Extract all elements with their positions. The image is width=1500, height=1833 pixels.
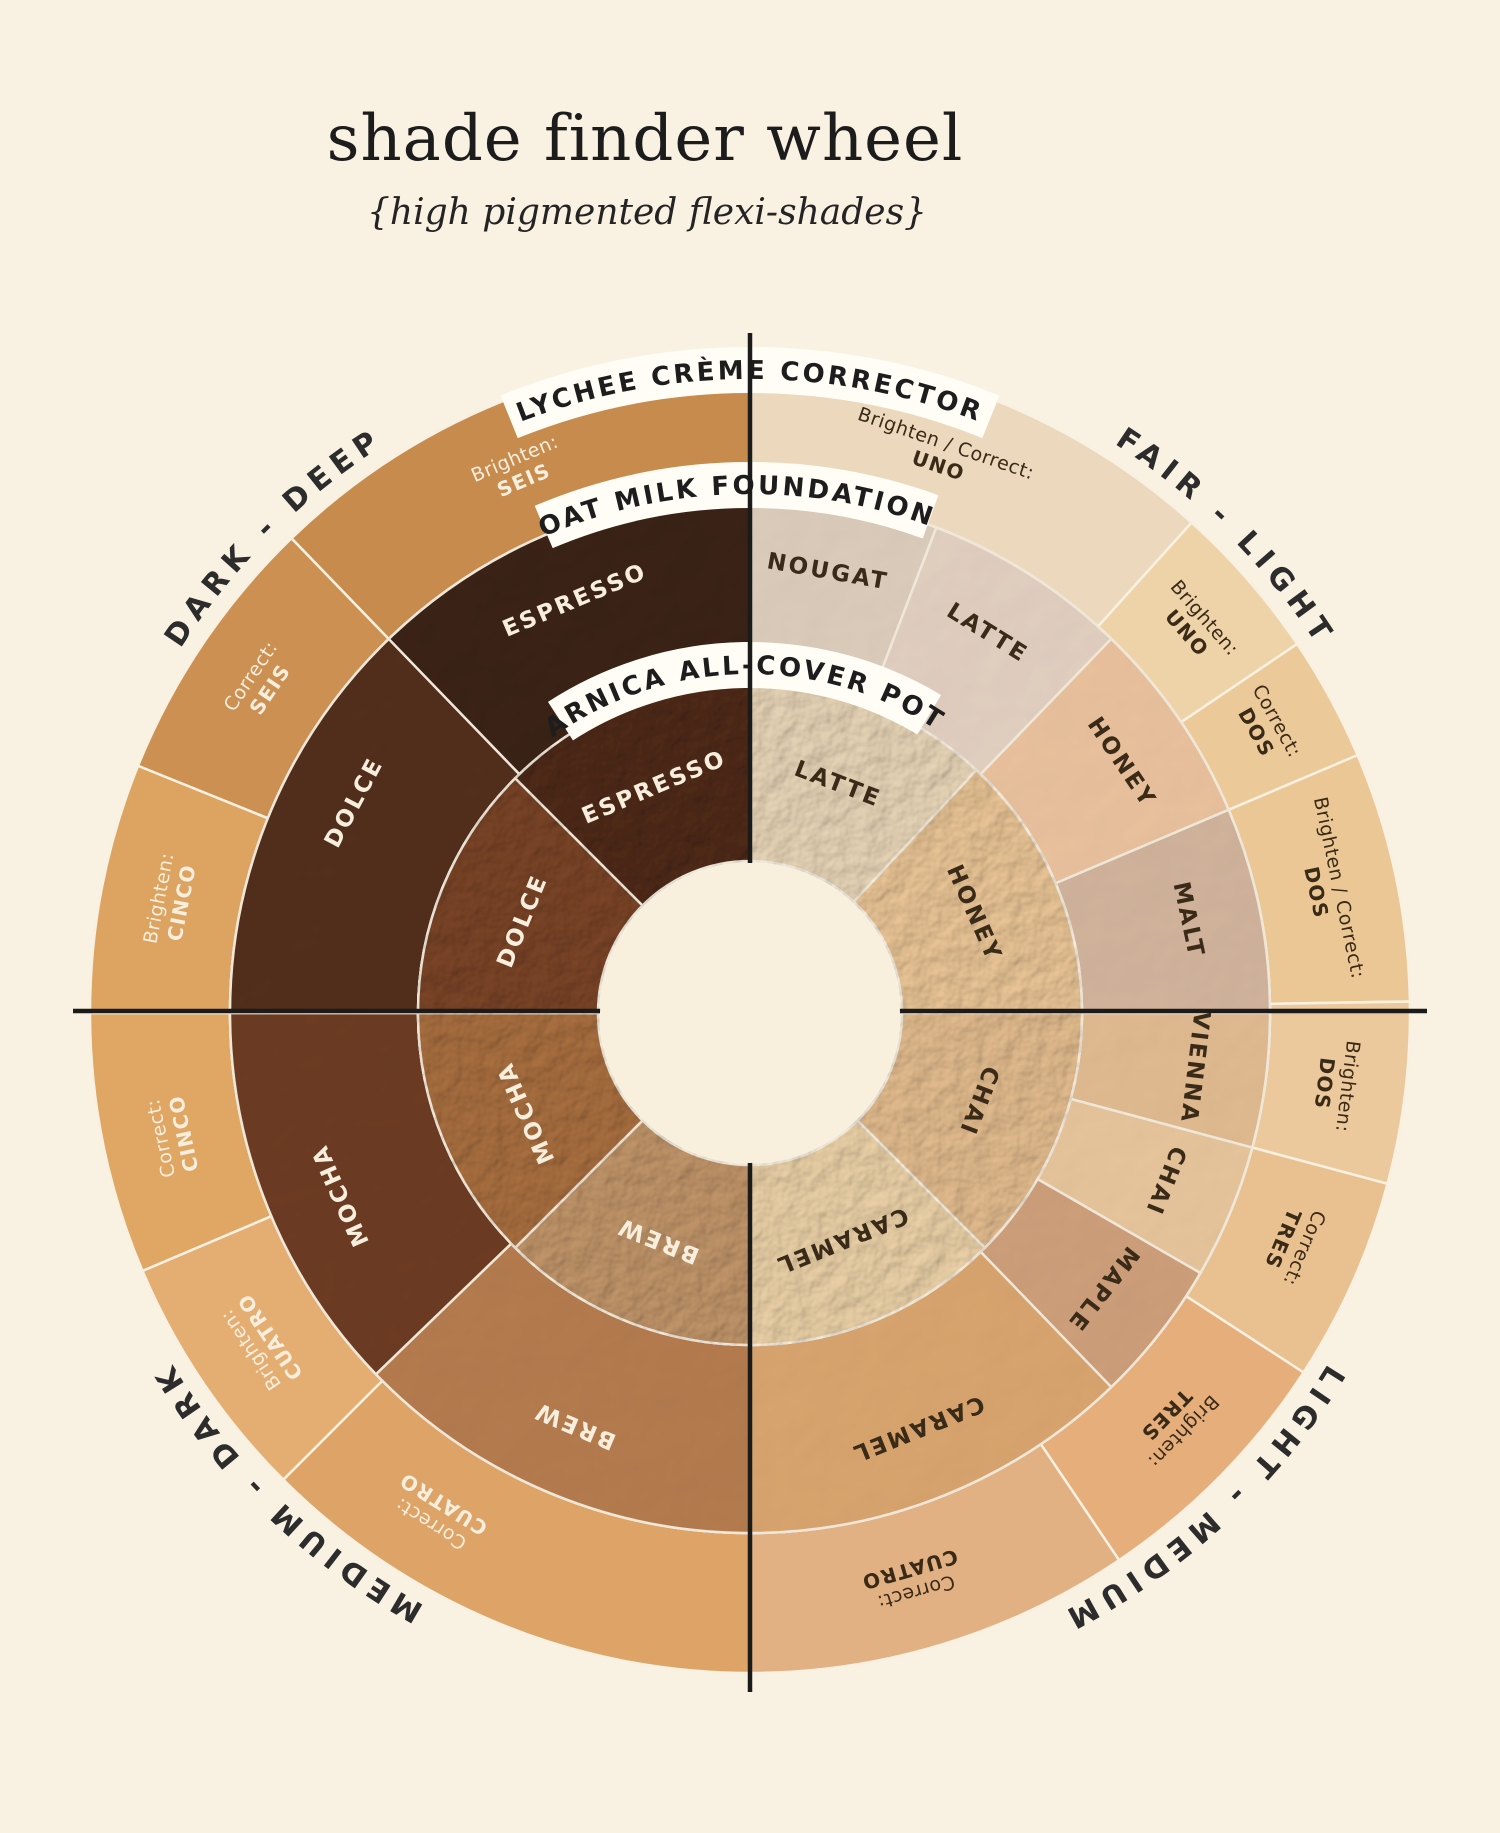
segment-arnica-all-cover-pot-caramel — [748, 1118, 987, 1347]
segment-arnica-all-cover-pot-brew — [513, 1118, 752, 1347]
page-title: shade finder wheel — [327, 102, 964, 176]
segment-arnica-all-cover-pot-chai — [855, 1011, 1084, 1250]
ring-oat-milk-foundation — [228, 491, 1272, 1535]
ring-arnica-all-cover-pot — [416, 679, 1084, 1347]
ring-lychee-creme-corrector — [88, 351, 1412, 1675]
banner-band-oat-milk-foundation — [534, 462, 939, 549]
wheel-center-circle — [600, 863, 900, 1163]
page-subtitle: {high pigmented flexi-shades} — [367, 192, 927, 233]
banner-band-arnica-all-cover-pot — [547, 642, 942, 741]
segment-arnica-all-cover-pot-mocha — [416, 1011, 645, 1250]
segment-arnica-all-cover-pot-honey — [851, 768, 1084, 1015]
segment-arnica-all-cover-pot-dolce — [416, 776, 645, 1015]
